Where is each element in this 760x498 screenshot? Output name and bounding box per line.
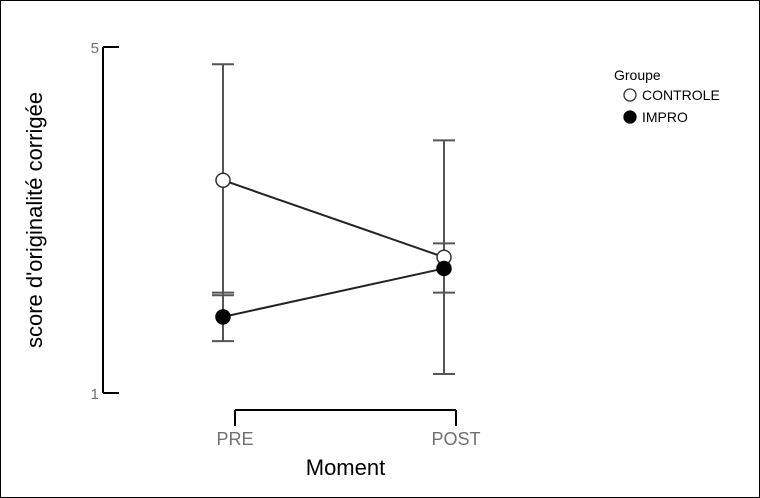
point-impro-pre (215, 309, 231, 325)
series-line-controle (222, 179, 445, 259)
plot-marks (212, 63, 455, 375)
legend-title: Groupe (614, 67, 661, 83)
x-tick-label-pre: PRE (216, 429, 253, 449)
legend-marker-impro (623, 110, 637, 124)
legend: Groupe CONTROLE IMPRO (614, 67, 720, 125)
legend-label-controle: CONTROLE (642, 87, 720, 103)
y-tick-label-1: 1 (91, 386, 99, 403)
x-tick-label-post: POST (431, 429, 480, 449)
y-axis-title: score d'originalité corrigée (22, 92, 47, 348)
x-axis-title: Moment (306, 455, 385, 480)
point-controle-pre (215, 172, 231, 188)
y-tick-label-5: 5 (91, 40, 99, 57)
series-line-impro (222, 267, 445, 318)
point-impro-post (436, 260, 452, 277)
legend-label-impro: IMPRO (642, 109, 688, 125)
legend-marker-controle (623, 88, 637, 102)
